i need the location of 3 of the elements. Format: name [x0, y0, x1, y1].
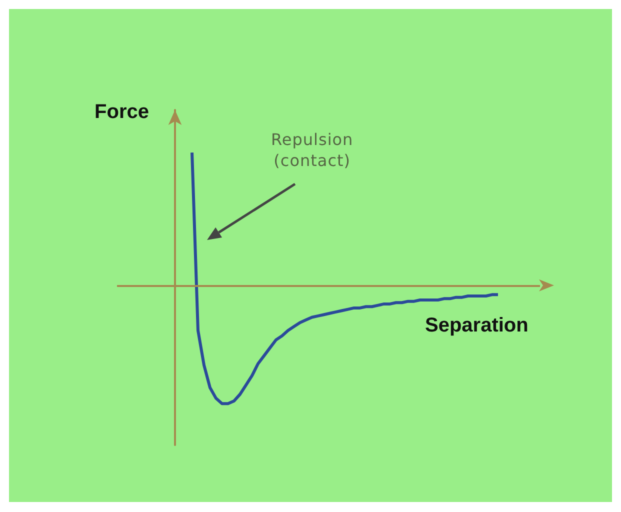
annotation: Repulsion (contact): [271, 129, 354, 171]
x-axis-title: Separation: [425, 314, 528, 336]
y-axis-title: Force: [94, 101, 149, 123]
